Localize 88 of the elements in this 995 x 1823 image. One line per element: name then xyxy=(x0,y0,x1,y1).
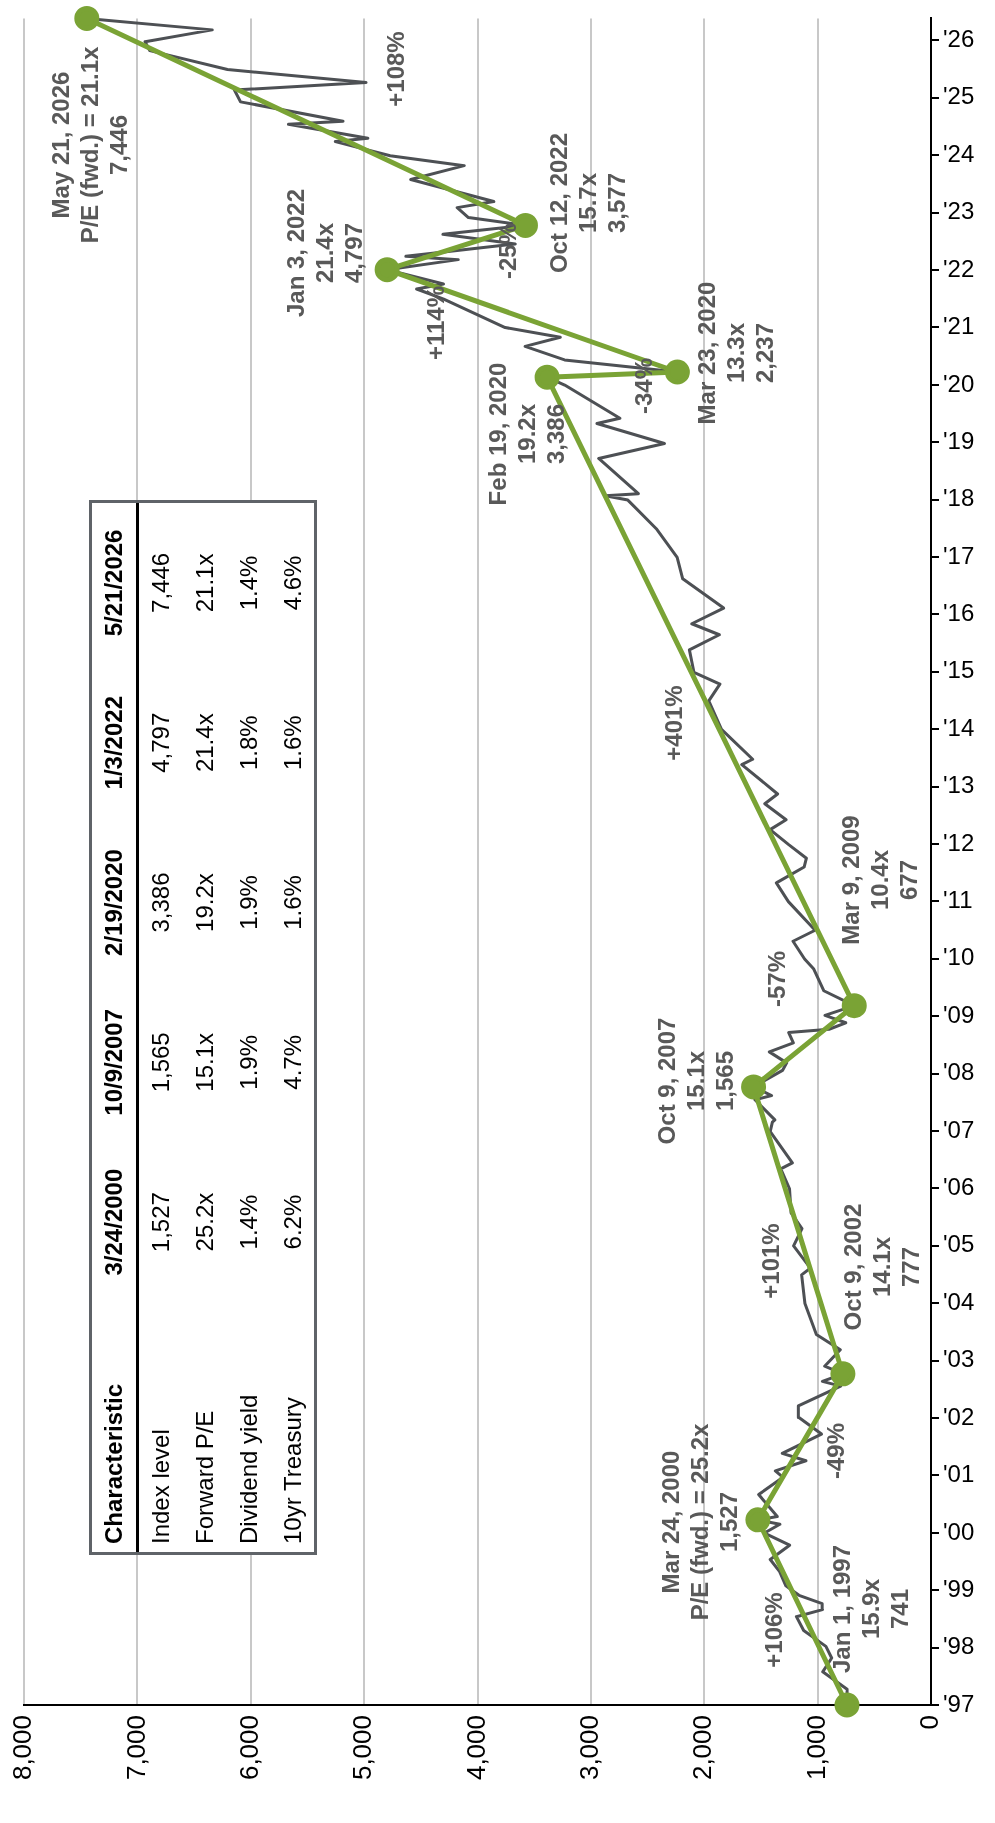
y-tick-label: '05 xyxy=(943,1230,975,1258)
y-tick-label: '16 xyxy=(943,599,975,627)
data-label: 7,446 xyxy=(146,551,175,615)
y-tick-label: '21 xyxy=(943,311,975,339)
annotation: Feb 19, 2020 19.2x 3,386 xyxy=(483,362,569,506)
annotation: -25% xyxy=(493,222,521,280)
annotation: Jan 1, 1997 15.9x 741 xyxy=(827,1544,913,1674)
y-tick-label: '19 xyxy=(943,426,975,454)
text: Characteristic xyxy=(99,1382,128,1546)
data-label: 1.9% xyxy=(234,1033,263,1092)
text: 10yr Treasury xyxy=(278,1396,307,1546)
data-label: 19.2x xyxy=(190,872,219,934)
annotation: +108% xyxy=(381,31,409,107)
y-tick-label: '22 xyxy=(943,254,975,282)
y-tick-label: '17 xyxy=(943,541,975,569)
text: Dividend yield xyxy=(234,1393,263,1546)
annotation: Mar 23, 2020 13.3x 2,237 xyxy=(692,281,778,425)
y-tick-label: '13 xyxy=(943,771,975,799)
annotation: -49% xyxy=(821,1422,849,1480)
y-tick-label: '23 xyxy=(943,197,975,225)
data-label: 1.4% xyxy=(234,554,263,613)
annotation: +114% xyxy=(421,285,449,361)
y-tick-label: '99 xyxy=(943,1574,975,1602)
y-tick-label: '09 xyxy=(943,1000,975,1028)
category-label: 5/21/2026 xyxy=(99,528,128,639)
x-tick-label: 4,000 xyxy=(460,1715,491,1781)
data-label: 4,797 xyxy=(146,711,175,775)
annotation: -34% xyxy=(629,357,657,415)
data-label: 4.7% xyxy=(278,1033,307,1092)
category-label: 2/19/2020 xyxy=(99,848,128,958)
y-tick-label: '06 xyxy=(943,1173,975,1201)
y-tick-label: '10 xyxy=(943,943,975,971)
data-label: 3,386 xyxy=(146,871,175,935)
y-tick-label: '97 xyxy=(943,1689,975,1717)
annotation: Oct 12, 2022 15.7x 3,577 xyxy=(544,132,630,274)
data-label: 1.8% xyxy=(234,714,263,773)
annotation: May 21, 2026 P/E (fwd.) = 21.1x 7,446 xyxy=(46,45,132,244)
data-label: 1.6% xyxy=(278,714,307,773)
annotation: Oct 9, 2002 14.1x 777 xyxy=(838,1203,924,1331)
annotation: Mar 24, 2000 P/E (fwd.) = 25.2x 1,527 xyxy=(656,1422,742,1621)
y-tick-label: '01 xyxy=(943,1460,975,1488)
data-label: 1,565 xyxy=(146,1031,175,1095)
x-tick-label: 6,000 xyxy=(233,1715,264,1781)
text: Forward P/E xyxy=(190,1409,219,1546)
y-tick-label: '26 xyxy=(943,25,975,53)
x-tick-label: 0 xyxy=(914,1715,945,1730)
y-tick-label: '02 xyxy=(943,1402,975,1430)
y-tick-label: '03 xyxy=(943,1345,975,1373)
y-tick-label: '04 xyxy=(943,1287,975,1315)
y-tick-label: '14 xyxy=(943,713,975,741)
y-tick-label: '12 xyxy=(943,828,975,856)
x-tick-label: 5,000 xyxy=(347,1715,378,1781)
data-label: 1,527 xyxy=(146,1191,175,1255)
annotation: Mar 9, 2009 10.4x 677 xyxy=(836,815,922,945)
category-label: 1/3/2022 xyxy=(99,695,128,792)
series-label: Index level xyxy=(146,1428,175,1546)
data-label: 4.6% xyxy=(278,554,307,613)
data-label: 1.9% xyxy=(234,874,263,932)
y-tick-label: '98 xyxy=(943,1632,975,1660)
y-tick-label: '07 xyxy=(943,1115,975,1143)
y-tick-label: '18 xyxy=(943,484,975,512)
y-tick-label: '20 xyxy=(943,369,975,397)
annotation: Oct 9, 2007 15.1x 1,565 xyxy=(652,1017,738,1145)
x-tick-label: 8,000 xyxy=(7,1715,38,1781)
data-label: 21.1x xyxy=(190,552,219,615)
x-tick-label: 1,000 xyxy=(800,1715,831,1781)
data-label: 25.2x xyxy=(190,1191,219,1254)
y-tick-label: '25 xyxy=(943,82,975,110)
x-tick-label: 3,000 xyxy=(574,1715,605,1781)
y-tick-label: '11 xyxy=(943,886,973,914)
category-label: 10/9/2007 xyxy=(99,1007,128,1118)
data-label: 1.4% xyxy=(234,1193,263,1252)
annotation: +101% xyxy=(756,1223,784,1299)
x-tick-label: 7,000 xyxy=(120,1715,151,1781)
y-tick-label: '15 xyxy=(943,656,975,684)
data-label: 6.2% xyxy=(278,1193,307,1252)
data-label: 21.4x xyxy=(190,712,219,775)
data-label: 1.6% xyxy=(278,874,307,932)
annotation: +401% xyxy=(659,685,687,761)
annotation: -57% xyxy=(762,950,790,1008)
annotation: Jan 3, 2022 21.4x 4,797 xyxy=(281,188,367,318)
annotation: +106% xyxy=(759,1592,787,1668)
y-tick-label: '08 xyxy=(943,1058,975,1086)
y-tick-label: '00 xyxy=(943,1517,975,1545)
category-label: 3/24/2000 xyxy=(99,1167,128,1278)
y-tick-label: '24 xyxy=(943,139,975,167)
data-label: 15.1x xyxy=(190,1031,219,1094)
x-tick-label: 2,000 xyxy=(687,1715,718,1781)
